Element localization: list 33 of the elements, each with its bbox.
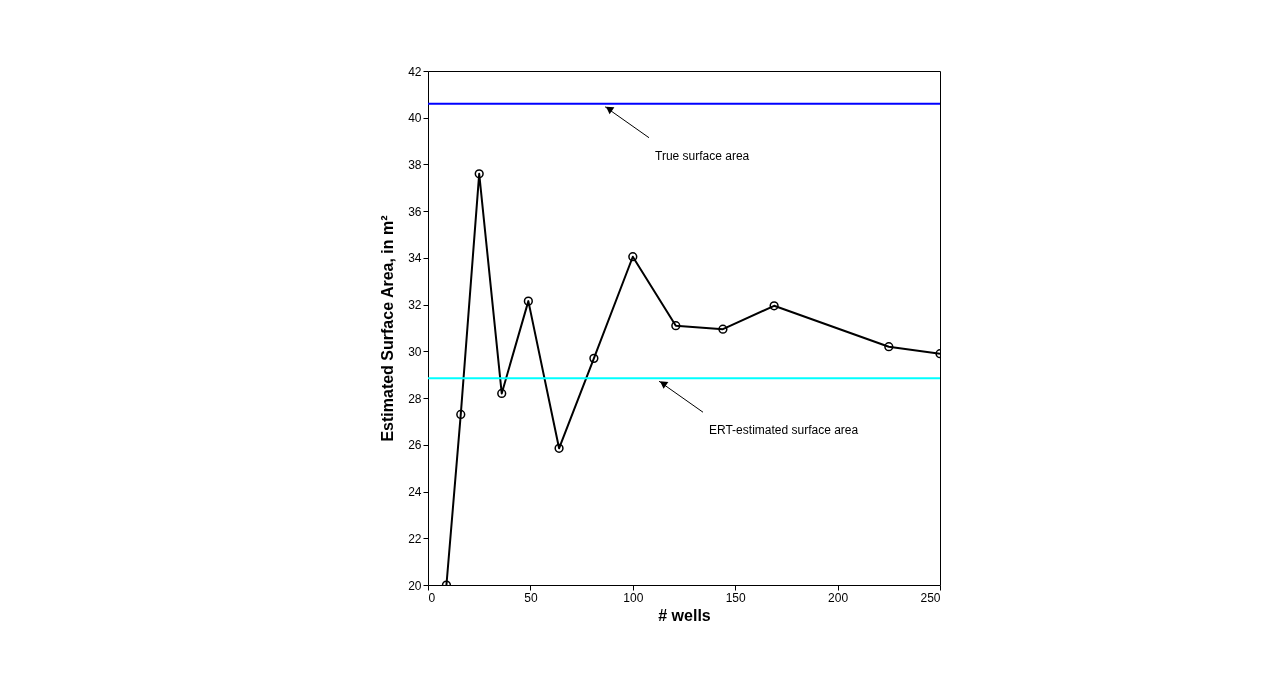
ref-line-label: ERT-estimated surface area	[709, 423, 859, 438]
y-tick-label: 40	[408, 111, 422, 126]
x-tick-label: 200	[828, 590, 849, 605]
point	[554, 443, 564, 453]
x-tick-label: 0	[428, 590, 436, 605]
x-tick-label: 250	[920, 590, 941, 605]
x-tick-label: 50	[524, 590, 538, 605]
point	[474, 169, 484, 179]
y-tick-label: 22	[408, 531, 422, 546]
point	[718, 324, 728, 334]
y-tick-label: 30	[408, 344, 422, 359]
y-tick-label: 36	[408, 204, 422, 219]
y-tick-label: 26	[408, 438, 422, 453]
point	[884, 342, 894, 352]
y-tick-label: 28	[408, 391, 422, 406]
point	[589, 353, 599, 363]
ref-line-label: True surface area	[655, 148, 750, 163]
x-axis-title: # wells	[658, 606, 711, 624]
y-tick-label: 20	[408, 578, 422, 593]
y-tick-label: 32	[408, 298, 422, 313]
point	[497, 388, 507, 399]
y-tick-label: 34	[408, 251, 422, 266]
y-tick-label: 24	[408, 485, 422, 500]
y-tick-label: 42	[408, 64, 422, 79]
point	[769, 301, 779, 311]
point	[628, 252, 638, 262]
x-tick-label: 100	[623, 590, 644, 605]
y-axis-title: Estimated Surface Area, in m²	[379, 215, 397, 442]
point	[671, 321, 681, 331]
x-tick-label: 150	[725, 590, 747, 605]
point	[456, 409, 466, 420]
point	[523, 296, 533, 306]
y-tick-label: 38	[408, 157, 422, 172]
